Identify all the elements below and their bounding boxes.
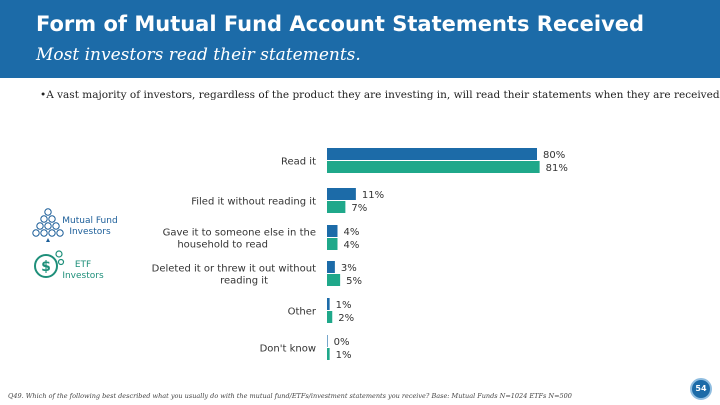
- data-label: 11%: [362, 190, 384, 201]
- data-label: 1%: [336, 350, 352, 361]
- data-label: 4%: [344, 240, 360, 251]
- data-label: 4%: [344, 227, 360, 238]
- page-subtitle: Most investors read their statements.: [36, 45, 361, 65]
- data-label: 81%: [546, 163, 568, 174]
- page-title: Form of Mutual Fund Account Statements R…: [36, 12, 645, 36]
- category-label: Gave it to someone else in the household …: [163, 228, 316, 251]
- page-number-badge: 54: [690, 378, 712, 400]
- bar: [327, 161, 540, 173]
- data-label: 3%: [341, 263, 357, 274]
- bar: [327, 311, 333, 323]
- legend-etf: ETF Investors: [62, 260, 104, 281]
- coin-pyramid-icon: [32, 208, 64, 242]
- bar: [327, 225, 338, 237]
- bar: [327, 238, 338, 250]
- data-label: 80%: [543, 150, 565, 161]
- data-label: 5%: [346, 276, 362, 287]
- svg-text:$: $: [41, 259, 51, 275]
- data-label: 2%: [338, 313, 354, 324]
- category-label: Read it: [281, 157, 316, 168]
- data-label: 7%: [351, 203, 367, 214]
- bar: [327, 261, 335, 273]
- page-number: 54: [695, 384, 707, 393]
- data-label: 0%: [334, 337, 350, 348]
- category-label: Filed it without reading it: [191, 197, 316, 208]
- category-label: Don't know: [260, 344, 316, 355]
- bar: [327, 188, 356, 200]
- dollar-coin-icon: $: [34, 250, 65, 278]
- legend-mutual-fund: Mutual Fund Investors: [62, 216, 118, 237]
- bar: [327, 348, 330, 360]
- bar: [327, 148, 537, 160]
- bar: [327, 274, 341, 286]
- bar: [327, 298, 330, 310]
- data-label: 1%: [336, 300, 352, 311]
- category-label: Other: [288, 307, 317, 318]
- header-banner: Form of Mutual Fund Account Statements R…: [0, 0, 720, 78]
- footnote: Q49. Which of the following best describ…: [8, 392, 572, 400]
- bar: [327, 201, 346, 213]
- category-label: Deleted it or threw it out without readin…: [152, 264, 316, 287]
- bullet-text: •A vast majority of investors, regardles…: [40, 89, 720, 101]
- bar: [327, 335, 328, 347]
